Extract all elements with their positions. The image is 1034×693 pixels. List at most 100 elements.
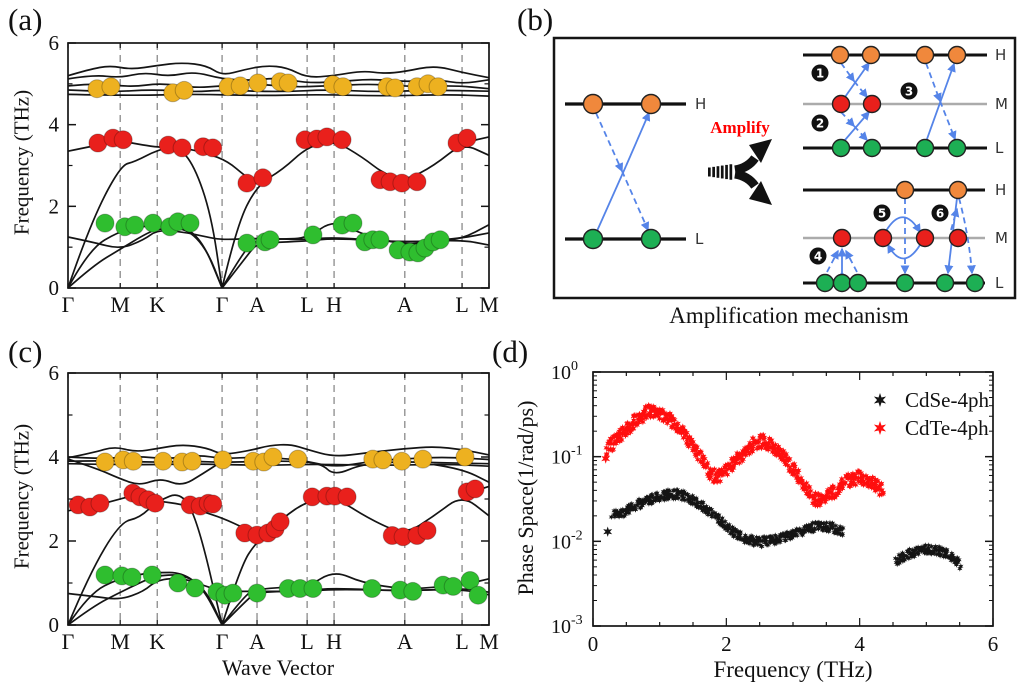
star-marker — [734, 449, 741, 457]
phonon-level-dot — [965, 273, 985, 293]
transition-arrow — [885, 216, 921, 234]
star-marker — [795, 466, 802, 474]
star-marker — [675, 495, 681, 502]
star-marker — [729, 467, 736, 474]
x-tick-label: K — [149, 292, 165, 317]
star-marker — [636, 419, 642, 426]
star-marker — [723, 523, 729, 530]
phonon-level-dot — [935, 273, 955, 293]
star-marker — [807, 487, 814, 495]
star-marker — [650, 497, 656, 504]
star-marker — [700, 499, 706, 506]
phonon-dot-yellow — [95, 452, 115, 472]
star-marker — [779, 450, 786, 457]
transition-arrow — [836, 110, 870, 149]
axis-ylabel-d: Phase Space(1/rad/ps) — [513, 400, 538, 596]
star-marker — [626, 510, 632, 516]
phonon-dot-green — [468, 585, 488, 605]
star-marker — [703, 461, 710, 469]
phonon-dot-red — [203, 138, 223, 158]
phonon-dot-green — [125, 215, 145, 235]
star-marker — [726, 524, 732, 531]
star-marker — [736, 535, 742, 542]
star-marker — [905, 554, 911, 561]
star-marker — [655, 412, 662, 420]
star-marker — [729, 530, 735, 537]
phonon-dot-yellow — [263, 447, 283, 467]
star-marker — [829, 521, 835, 528]
star-marker — [683, 429, 690, 436]
star-marker — [660, 417, 667, 425]
star-marker — [642, 499, 649, 506]
star-marker — [712, 514, 718, 521]
star-marker — [608, 514, 614, 520]
star-marker — [769, 439, 776, 447]
star-marker — [734, 535, 740, 542]
diagram-right-top: H M L 1 2 3 — [803, 45, 1008, 158]
star-marker — [681, 495, 687, 502]
star-marker — [653, 497, 659, 504]
x-tick-label: L — [300, 292, 313, 317]
phonon-dot-red — [465, 479, 485, 499]
star-marker — [948, 557, 954, 564]
star-marker — [783, 450, 790, 458]
star-marker — [829, 490, 836, 498]
star-marker — [664, 419, 671, 427]
star-marker — [729, 458, 736, 466]
star-marker — [952, 559, 958, 566]
star-marker — [878, 487, 885, 494]
star-marker — [751, 536, 757, 543]
phonon-dot-yellow — [333, 77, 353, 97]
star-marker — [812, 489, 819, 497]
star-marker — [725, 522, 731, 528]
x-tick-label: H — [326, 292, 342, 317]
star-marker — [758, 444, 765, 452]
phonon-dot-green — [443, 576, 463, 596]
star-marker — [730, 464, 737, 472]
star-marker — [715, 512, 721, 519]
x-tick-label: 6 — [988, 632, 999, 656]
star-marker — [826, 528, 832, 535]
star-marker — [747, 540, 753, 547]
star-marker — [873, 421, 887, 435]
star-marker — [926, 542, 932, 549]
phonon-dot-yellow — [230, 76, 250, 96]
star-marker — [913, 547, 919, 554]
star-marker — [706, 475, 713, 483]
star-marker — [736, 459, 743, 467]
amplify-label: Amplify — [710, 118, 770, 137]
star-marker — [620, 425, 626, 433]
star-marker — [868, 475, 875, 483]
striped-shaft — [716, 166, 720, 178]
star-marker — [955, 554, 961, 561]
star-marker — [682, 497, 688, 504]
star-marker — [907, 546, 913, 553]
star-marker — [739, 447, 746, 455]
svg-text:4: 4 — [814, 250, 822, 264]
star-marker — [685, 496, 691, 503]
star-marker — [708, 470, 715, 477]
star-marker — [915, 544, 921, 551]
star-marker — [654, 492, 660, 499]
phonon-dot-green — [303, 225, 323, 245]
star-marker — [622, 432, 629, 440]
star-marker — [910, 546, 916, 553]
star-marker — [776, 451, 783, 459]
step-number-badge — [811, 64, 829, 82]
star-marker — [933, 546, 940, 553]
star-marker — [790, 466, 797, 474]
star-marker — [680, 434, 687, 442]
star-marker — [706, 472, 712, 480]
star-marker — [825, 486, 831, 494]
star-marker — [634, 502, 640, 509]
star-marker — [924, 550, 931, 557]
star-marker — [746, 450, 753, 458]
star-marker — [767, 538, 773, 545]
star-marker — [649, 499, 655, 506]
star-marker — [725, 527, 731, 534]
star-marker — [839, 530, 845, 537]
phonon-dot-green — [180, 213, 200, 233]
x-tick-label: M — [479, 629, 499, 654]
phonon-branch — [67, 93, 490, 97]
